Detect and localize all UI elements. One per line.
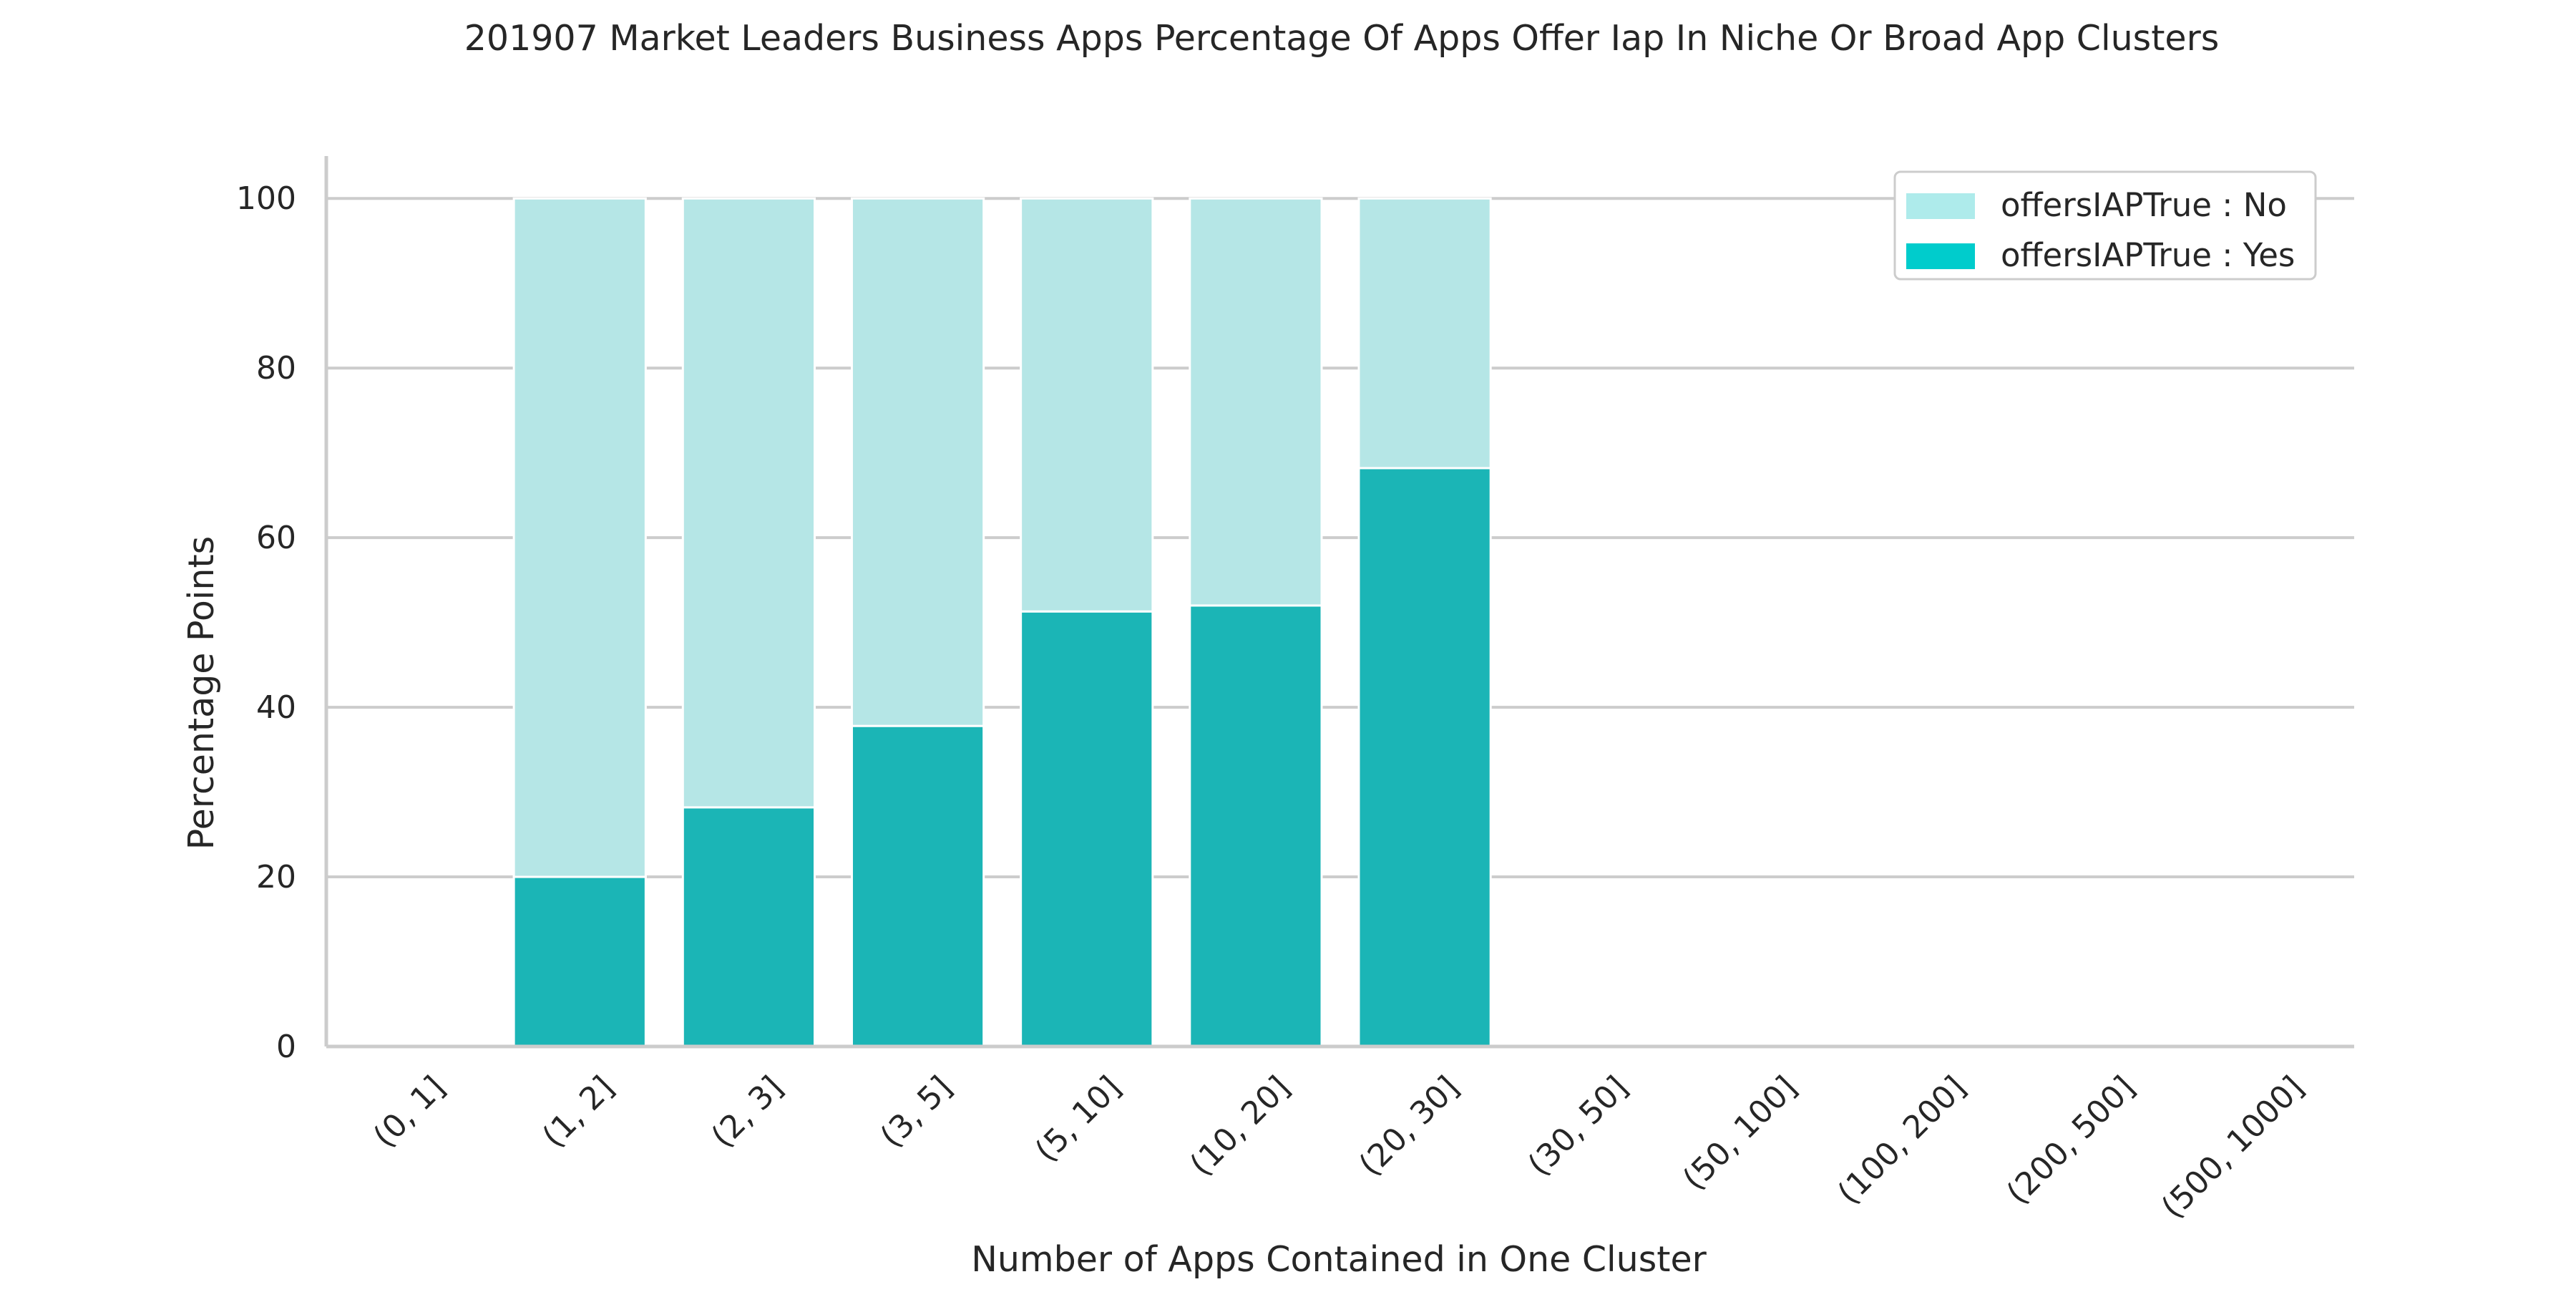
- legend-label: offersIAPTrue : Yes: [2001, 236, 2295, 274]
- y-tick-label: 80: [256, 350, 296, 387]
- axes: [324, 156, 2354, 1049]
- legend-box: [1893, 170, 2317, 281]
- x-tick-label: (5, 10]: [1028, 1069, 1128, 1170]
- bar-segment: [1020, 197, 1154, 613]
- y-tick-labels: 0 20 40 60 80 100: [236, 180, 296, 1065]
- bar-segment: [850, 724, 985, 1048]
- x-tick-label: (50, 100]: [1676, 1069, 1804, 1198]
- bar-segment: [1020, 610, 1154, 1048]
- bar-segment: [850, 197, 985, 727]
- legend-swatch: [1906, 193, 1975, 219]
- bar-segment: [512, 875, 647, 1048]
- x-tick-label: (1, 2]: [535, 1069, 621, 1155]
- grid-lines: [326, 197, 2354, 879]
- bar-segment: [1189, 197, 1323, 607]
- x-tick-label: (20, 30]: [1352, 1069, 1466, 1183]
- bar-segment: [681, 806, 816, 1048]
- x-tick-label: (200, 500]: [2000, 1069, 2142, 1212]
- bar-segment: [681, 197, 816, 809]
- y-tick-label: 40: [256, 689, 296, 726]
- x-tick-label: (30, 50]: [1521, 1069, 1635, 1183]
- bar-segment: [512, 197, 647, 878]
- y-tick-label: 60: [256, 520, 296, 556]
- y-tick-label: 100: [236, 180, 296, 217]
- x-tick-label: (500, 1000]: [2155, 1069, 2311, 1226]
- x-tick-label: (0, 1]: [366, 1069, 452, 1155]
- bar-segment: [1189, 604, 1323, 1048]
- x-tick-label: (100, 200]: [1830, 1069, 1973, 1212]
- chart-title: 201907 Market Leaders Business Apps Perc…: [464, 18, 2220, 59]
- x-tick-label: (2, 3]: [704, 1069, 790, 1155]
- bars: [512, 197, 1492, 1048]
- y-axis-label: Percentage Points: [181, 536, 222, 850]
- legend-swatch: [1906, 243, 1975, 269]
- x-tick-label: (10, 20]: [1183, 1069, 1297, 1183]
- x-axis-label: Number of Apps Contained in One Cluster: [971, 1239, 1707, 1280]
- bar-segment: [1357, 197, 1492, 470]
- x-tick-labels: (0, 1] (1, 2] (2, 3] (3, 5] (5, 10] (10, 20] (…: [366, 1069, 2311, 1226]
- y-tick-label: 20: [256, 859, 296, 895]
- y-tick-label: 0: [276, 1029, 296, 1065]
- bar-segment: [1357, 467, 1492, 1048]
- legend: offersIAPTrue : No offersIAPTrue : Yes: [1893, 170, 2317, 281]
- x-tick-label: (3, 5]: [874, 1069, 960, 1155]
- legend-label: offersIAPTrue : No: [2001, 186, 2287, 224]
